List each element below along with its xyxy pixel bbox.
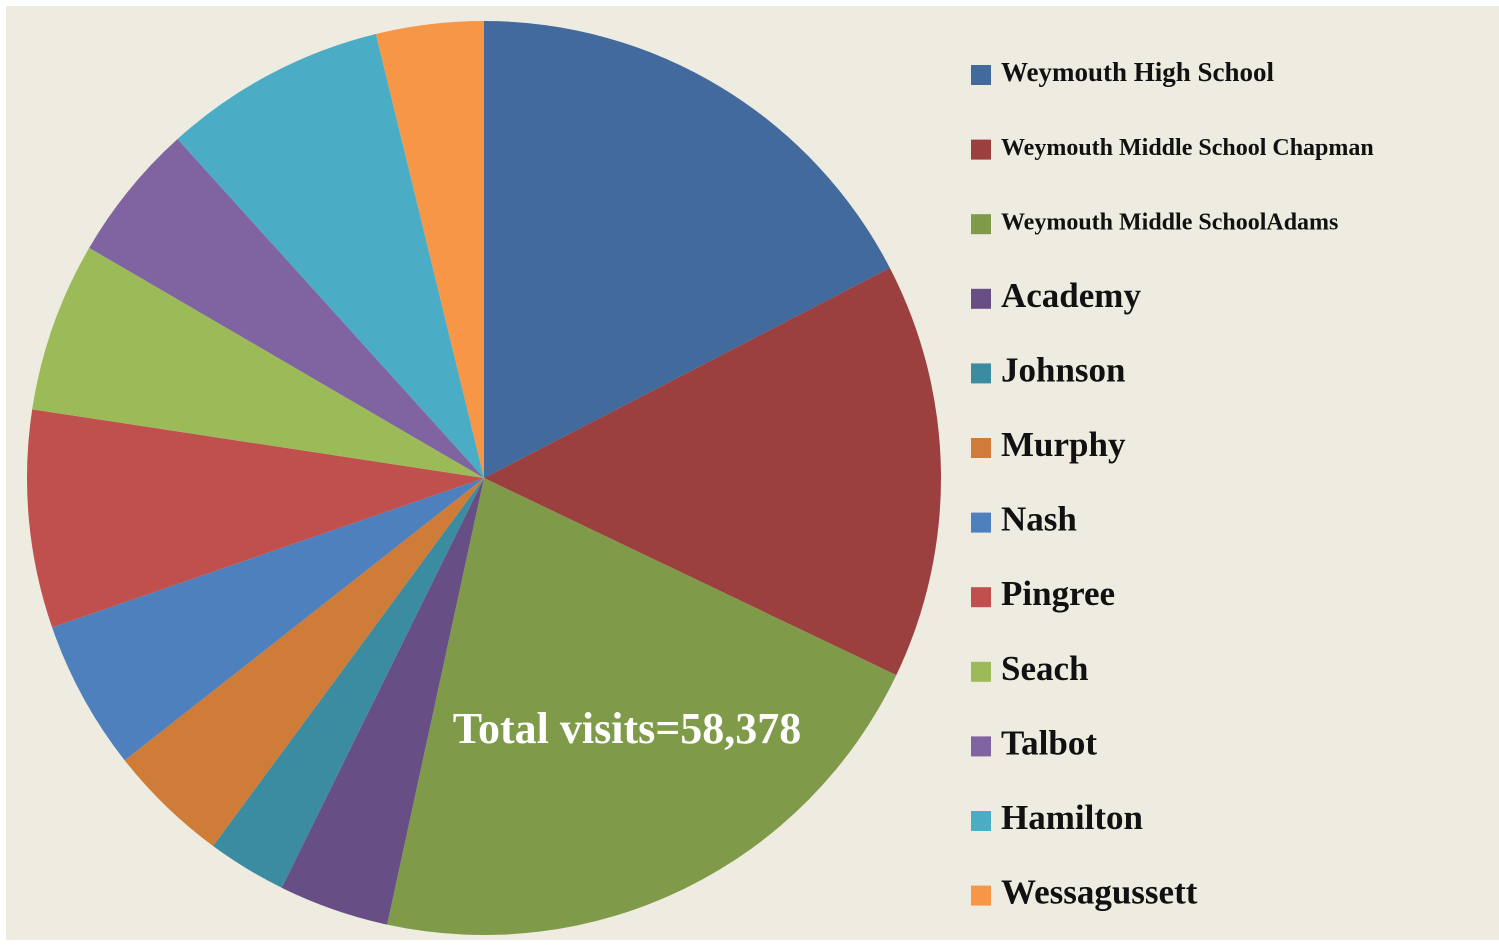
annotation: Total visits=58,378: [453, 704, 802, 753]
legend-label: Nash: [1001, 500, 1077, 539]
legend-swatch: [971, 661, 991, 682]
legend-label: Weymouth Middle SchoolAdams: [1001, 210, 1338, 236]
pie-slice: [27, 409, 485, 628]
legend-label: Hamilton: [1001, 798, 1143, 837]
legend-swatch: [971, 288, 991, 309]
legend-swatch: [971, 363, 991, 384]
legend-swatch: [971, 139, 991, 160]
pie-slice: [484, 267, 942, 676]
pie-slice: [484, 21, 890, 478]
legend-swatch: [971, 512, 991, 533]
legend-swatch: [971, 438, 991, 458]
pie-slice: [52, 478, 485, 761]
legend-label: Wessagussett: [1001, 873, 1198, 912]
pie-slice: [281, 478, 484, 925]
pie-slice: [375, 21, 484, 478]
legend-swatch: [971, 736, 991, 757]
legend-swatch: [971, 65, 991, 85]
legend-swatch: [971, 587, 991, 608]
legend-label: Murphy: [1001, 425, 1126, 464]
pie-slice: [177, 33, 484, 479]
pie-slice: [124, 478, 484, 847]
legend-label: Johnson: [1001, 350, 1126, 389]
legend-swatch: [971, 214, 991, 235]
pie-slice: [32, 247, 484, 478]
legend-label: Weymouth Middle School Chapman: [1001, 135, 1374, 161]
legend-swatch: [971, 811, 991, 831]
legend-swatch: [971, 885, 991, 906]
pie-slice: [387, 478, 897, 935]
pie-slice: [213, 478, 484, 888]
legend-label: Academy: [1001, 276, 1141, 315]
legend-label: Weymouth High School: [1001, 57, 1275, 87]
pie-slice: [89, 139, 484, 478]
legend-label: Talbot: [1001, 723, 1097, 762]
legend-label: Seach: [1001, 649, 1089, 688]
legend-label: Pingree: [1001, 574, 1115, 613]
